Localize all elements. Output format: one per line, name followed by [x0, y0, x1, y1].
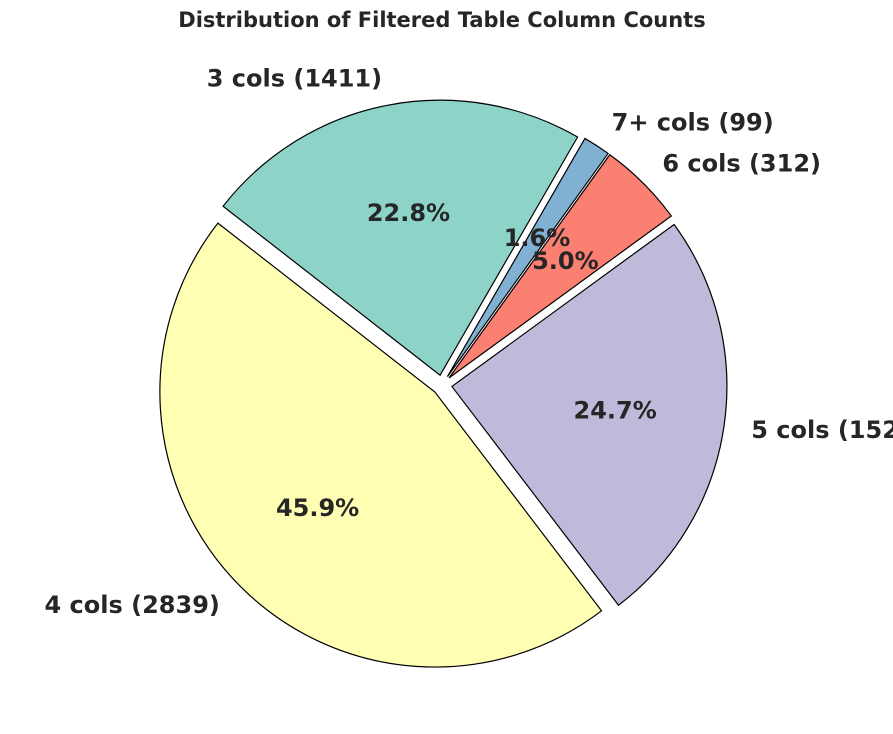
pie-slice: [448, 153, 673, 379]
slice-label: 4 cols (2839): [44, 591, 219, 619]
slice-label: 7+ cols (99): [612, 109, 774, 137]
slice-percent-label: 1.6%: [504, 224, 571, 252]
slice-percent-label: 24.7%: [574, 396, 657, 424]
slice-percent-label: 45.9%: [276, 494, 359, 522]
slice-percent-label: 5.0%: [532, 247, 599, 275]
pie-slice: [451, 223, 728, 607]
pie-slices: [159, 99, 728, 668]
slice-label: 6 cols (312): [662, 149, 821, 177]
slice-label: 3 cols (1411): [207, 64, 382, 92]
slice-label: 5 cols (1526): [751, 416, 893, 444]
pie-slice: [159, 222, 603, 668]
pie-slice: [222, 99, 579, 377]
pie-slice: [446, 137, 609, 377]
chart-title: Distribution of Filtered Table Column Co…: [178, 8, 705, 32]
pie-labels: 3 cols (1411) 22.8% 4 cols (2839) 45.9% 5 co…: [44, 64, 893, 619]
slice-percent-label: 22.8%: [367, 199, 450, 227]
